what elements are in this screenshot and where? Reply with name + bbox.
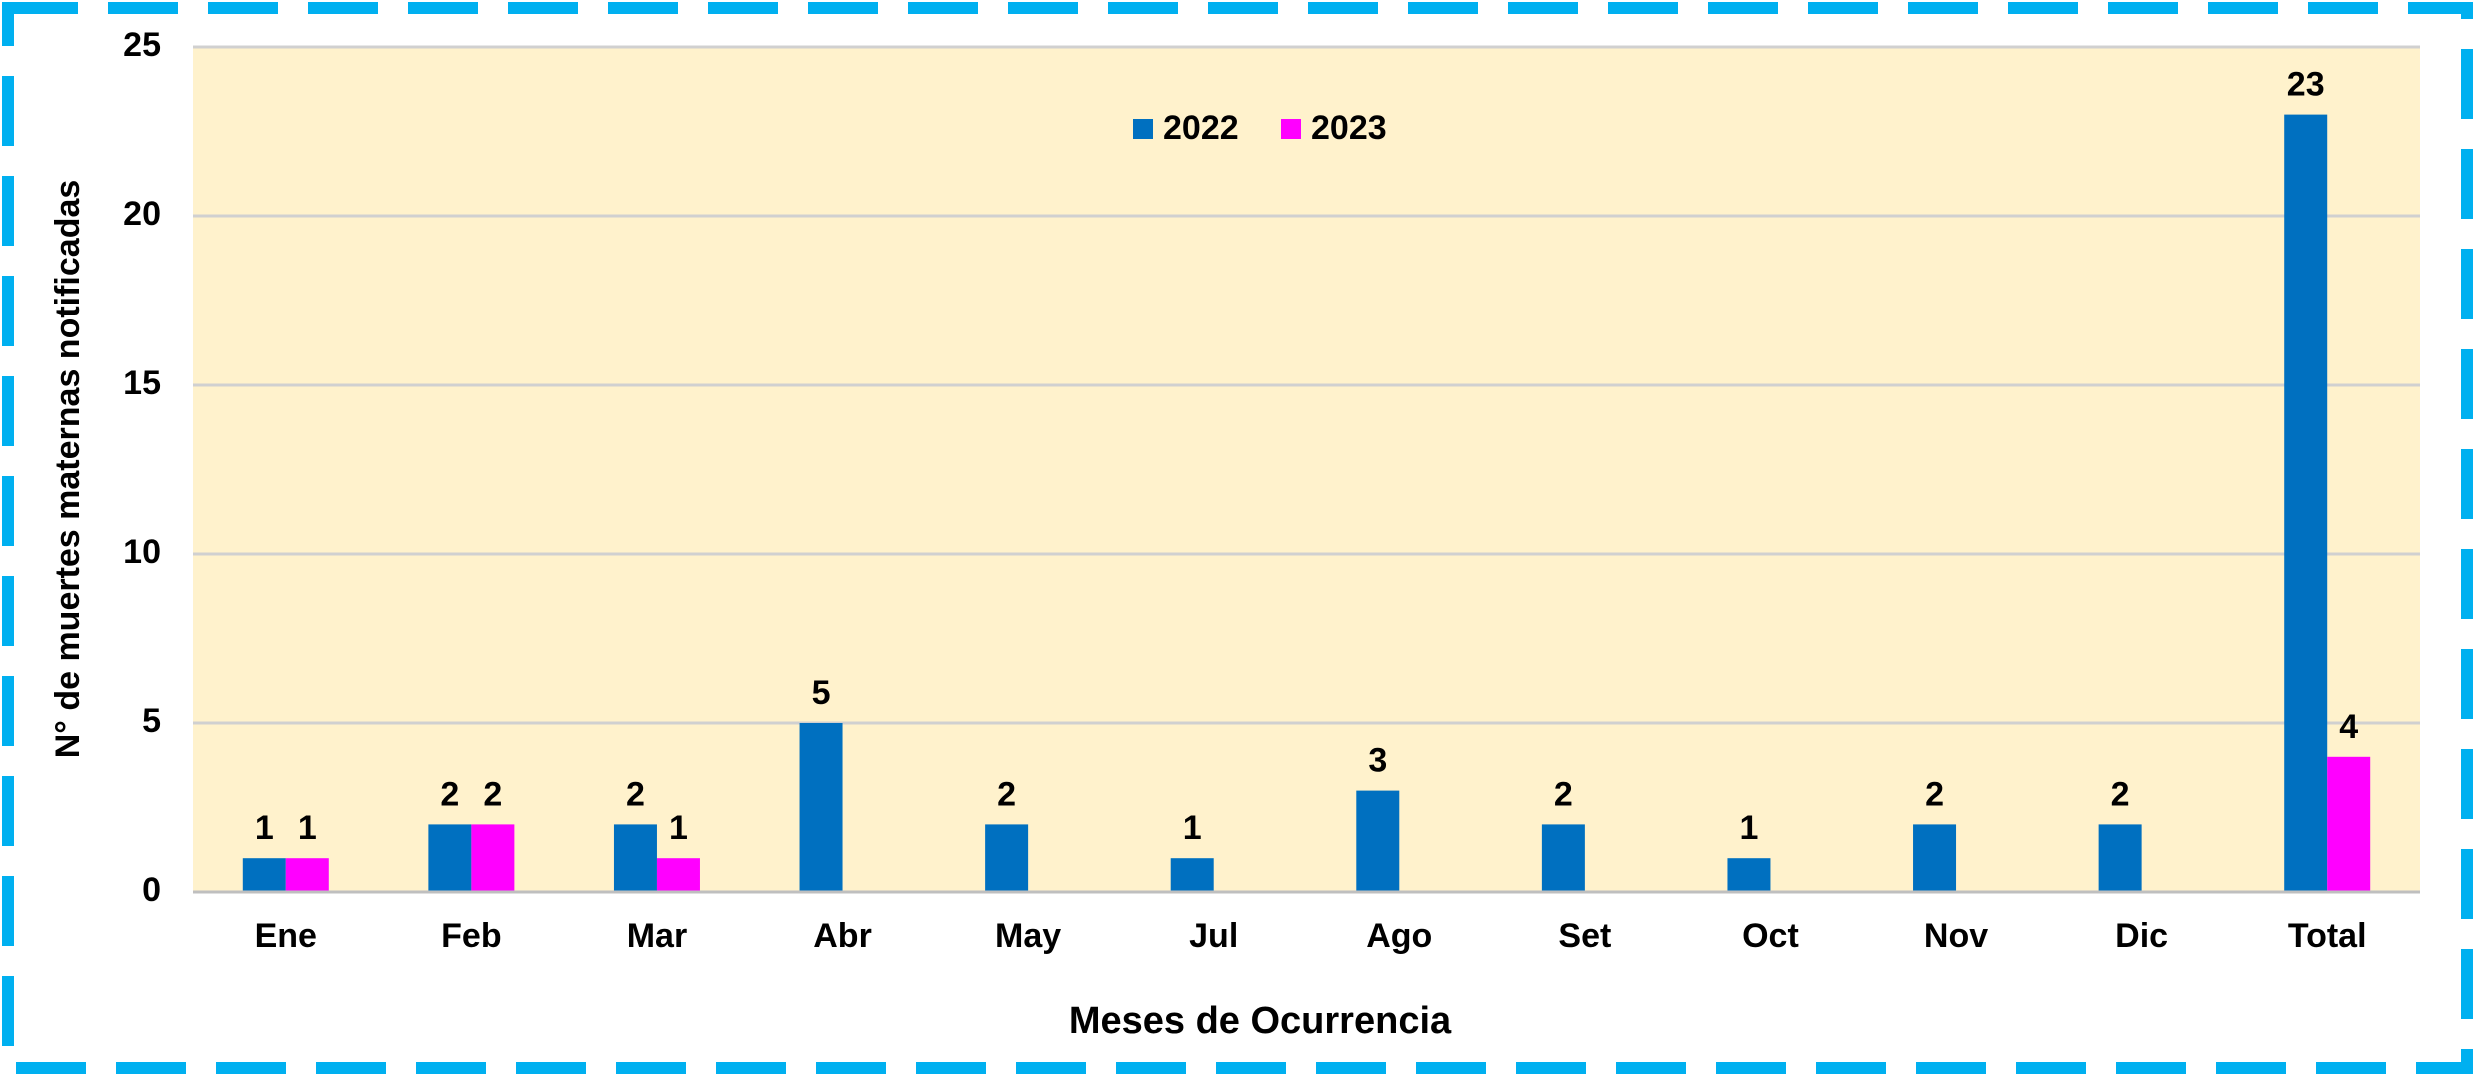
x-tick-label: Abr: [813, 917, 872, 955]
legend-swatch: [1281, 119, 1301, 139]
x-tick-label: Ago: [1366, 917, 1432, 955]
plot-area: [193, 47, 2420, 892]
data-label: 5: [812, 674, 831, 712]
bar: [2327, 756, 2371, 892]
x-tick-label: Jul: [1189, 917, 1238, 955]
x-tick-label: Set: [1558, 917, 1611, 955]
bar: [2284, 114, 2328, 893]
data-label: 2: [997, 775, 1016, 813]
bar: [1356, 790, 1400, 892]
data-label: 2: [1925, 775, 1944, 813]
legend-swatch: [1133, 119, 1153, 139]
bar: [242, 858, 286, 892]
x-tick-label: Mar: [627, 917, 687, 955]
y-tick-label: 5: [142, 702, 161, 740]
bar: [985, 824, 1029, 892]
bar: [1727, 858, 1771, 892]
y-tick-label: 25: [123, 26, 161, 64]
data-label: 1: [298, 809, 317, 847]
data-label: 4: [2339, 708, 2358, 746]
data-label: 1: [1183, 809, 1202, 847]
bar: [799, 723, 843, 892]
data-label: 1: [669, 809, 688, 847]
data-label: 1: [1739, 809, 1758, 847]
y-tick-label: 15: [123, 364, 161, 402]
data-label: 23: [2287, 66, 2325, 104]
bar: [471, 824, 515, 892]
data-label: 1: [255, 809, 274, 847]
y-axis-title: N° de muertes maternas notificadas: [49, 180, 87, 759]
x-tick-label: Oct: [1742, 917, 1799, 955]
y-tick-label: 20: [123, 195, 161, 233]
bar: [613, 824, 657, 892]
legend-label: 2023: [1311, 109, 1387, 147]
data-label: 2: [1554, 775, 1573, 813]
data-label: 2: [2111, 775, 2130, 813]
bar: [285, 858, 329, 892]
bar: [1913, 824, 1957, 892]
data-label: 3: [1368, 742, 1387, 780]
bar: [1170, 858, 1214, 892]
bar: [1541, 824, 1585, 892]
x-tick-label: Ene: [255, 917, 317, 955]
x-tick-label: Feb: [441, 917, 501, 955]
x-tick-label: Total: [2288, 917, 2367, 955]
x-tick-label: May: [995, 917, 1061, 955]
bar: [656, 858, 700, 892]
legend-label: 2022: [1163, 109, 1239, 147]
data-label: 2: [440, 775, 459, 813]
bar: [428, 824, 472, 892]
data-label: 2: [626, 775, 645, 813]
data-label: 2: [483, 775, 502, 813]
x-tick-label: Nov: [1924, 917, 1988, 955]
y-tick-label: 10: [123, 533, 161, 571]
bar: [2098, 824, 2142, 892]
x-tick-label: Dic: [2115, 917, 2168, 955]
x-axis-title: Meses de Ocurrencia: [1069, 1000, 1452, 1042]
y-tick-label: 0: [142, 871, 161, 909]
